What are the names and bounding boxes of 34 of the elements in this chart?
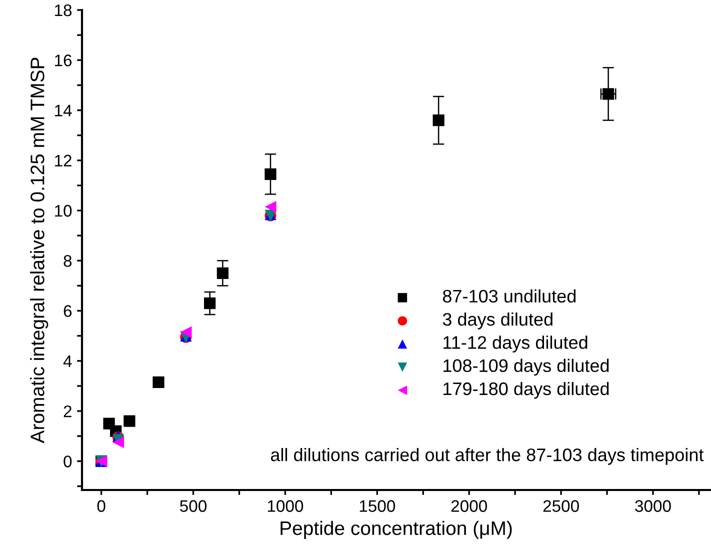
point xyxy=(432,114,444,126)
legend-label: 179-180 days diluted xyxy=(444,382,609,399)
y-tick-label: 16 xyxy=(55,54,72,66)
y-tick-label: 14 xyxy=(55,104,72,116)
point xyxy=(264,200,276,213)
point xyxy=(264,168,276,180)
point xyxy=(216,267,228,279)
y-axis-title: Aromatic integral relative to 0.125 mM TMSP xyxy=(30,58,48,444)
x-tick-label: 3000 xyxy=(635,500,671,512)
y-tick-label: 18 xyxy=(55,4,72,16)
y-tick-label: 0 xyxy=(64,456,72,468)
x-tick-label: 0 xyxy=(97,500,106,512)
x-tick-label: 1000 xyxy=(268,500,304,512)
point xyxy=(204,297,216,310)
legend-label: 87-103 undiluted xyxy=(442,289,576,303)
point xyxy=(112,436,124,448)
y-tick-label: 12 xyxy=(55,154,72,166)
y-tick-label: 2 xyxy=(64,405,72,418)
legend-label: 11-12 days diluted xyxy=(444,336,588,352)
y-tick-label: 6 xyxy=(64,305,72,317)
point xyxy=(152,376,164,388)
annotation: all dilutions carried out after the 87-103 days timepoint xyxy=(270,448,704,465)
point xyxy=(124,415,136,427)
legend-label: 3 days diluted xyxy=(442,312,552,330)
x-tick-label: 2000 xyxy=(451,500,487,512)
y-tick-label: 4 xyxy=(63,355,72,367)
y-tick-label: 10 xyxy=(55,204,72,217)
y-tick-label: 8 xyxy=(64,255,72,267)
x-axis-title: Peptide concentration (μM) xyxy=(280,520,512,539)
x-tick-label: 500 xyxy=(180,500,207,512)
x-tick-label: 1500 xyxy=(360,500,396,512)
point xyxy=(180,326,192,338)
legend-label: 108-109 days diluted xyxy=(444,358,609,376)
x-tick-label: 2500 xyxy=(543,500,579,512)
